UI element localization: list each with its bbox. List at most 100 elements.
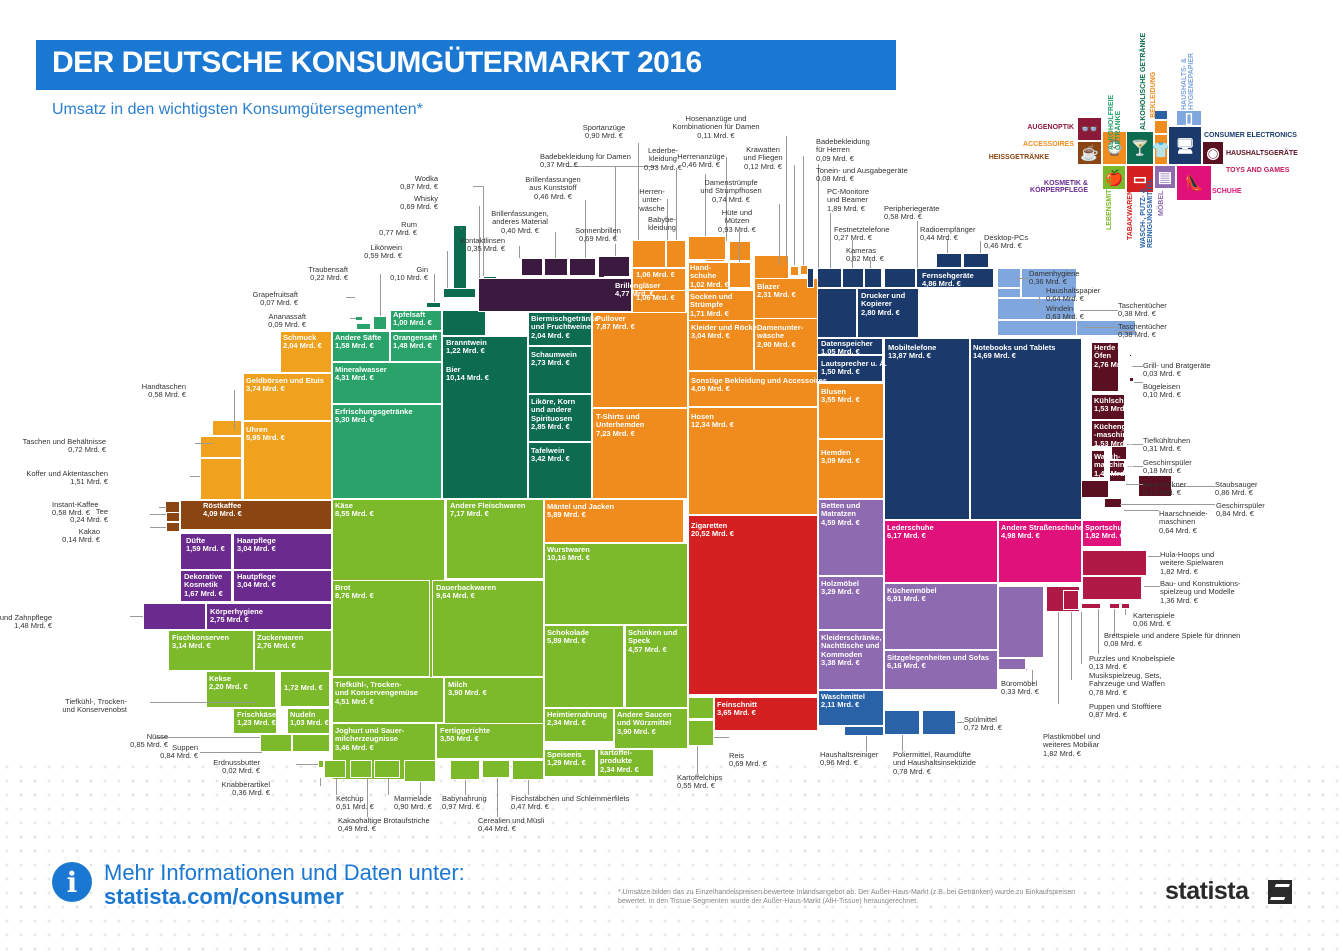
leader-line [567,166,657,167]
shirt-icon: 👕 [1152,134,1170,165]
treemap-tile-tiefkühl-trocken-und-konservenobst [544,625,624,708]
leader-line [852,240,853,268]
treemap-tile-musikspielzeug-sets-fahrzeuge-und-waffen [1082,550,1147,576]
treemap-tile-tafelwein [528,442,592,499]
treemap-tile-apfelsaft [390,310,442,331]
legend-label: HEISSGETRÄNKE [988,154,1049,161]
legend-label-vertical: LEBENSMITTEL [1106,176,1113,230]
treemap-tile-suppen [206,671,276,708]
treemap-tile-datenspeicher [916,268,994,288]
tile-label: Körperhygiene 2,75 Mrd. € [210,607,263,625]
treemap-tile-nudeln [168,630,254,671]
tile-label: Blazer 2,31 Mrd. € [757,282,796,300]
treemap-tile-hautpflege [233,570,332,602]
treemap-tile-dekorative-kosmetik [180,570,232,602]
leader-line [1026,669,1027,670]
treemap-tile-sitzgelegenheiten-und-sofas [1063,590,1079,610]
tile-label: Andere Fleischwaren 7,17 Mrd. € [450,501,526,519]
treemap-tile-mineralwasser [332,362,442,404]
tile-label: Haarpflege 3,04 Mrd. € [237,536,276,554]
callout-label: Festnetztelefone 0,27 Mrd. € [834,225,890,243]
treemap-tile-geschirrspüler [1129,354,1132,357]
tile-label: Pullover 7,87 Mrd. € [596,314,635,332]
tile-label: Kekse 2,20 Mrd. € [209,674,248,692]
callout-label: Herren- unter- wäsche [639,187,665,213]
tile-label: T-Shirts und Unterhemden 7,23 Mrd. € [596,412,645,438]
tile-label: Heimtiernahrung 2,34 Mrd. € [547,710,608,728]
info-line: Mehr Informationen und Daten unter: [104,860,465,885]
leader-line [380,274,381,316]
treemap-tile-badebekleidung-für-damen [604,276,632,278]
legend-label: CONSUMER ELECTRONICS [1204,132,1297,139]
treemap-tile-traubensaft [373,316,387,330]
callout-label: Haushaltspapier 0,64 Mrd. € [1046,286,1101,304]
watch-icon: ⌚ [1102,131,1127,165]
treemap-tile-kontaktlinsen [521,258,543,276]
treemap-tile-kühlschränke [997,320,1084,336]
leader-line [980,241,981,253]
leader-line [1120,504,1215,505]
tile-label: Zuckerwaren 2,76 Mrd. € [257,633,304,651]
treemap-tile-mobiltelefone [857,288,919,338]
treemap-tile-kleiderschränke-nachttische-und-kommoden [998,658,1026,670]
callout-label: Fischstäbchen und Schlemmerfilets 0,47 M… [511,794,630,812]
leader-line [156,737,260,738]
legend-label: SCHUHE [1212,188,1242,195]
shoe-icon: 👠 [1176,165,1212,201]
callout-label: Handtaschen 0,58 Mrd. € [141,382,186,400]
legend-label-vertical: ALKOHOLISCHE GETRÄNKE [1140,32,1147,130]
treemap-tile-küchengeräte-maschinen [1076,320,1136,336]
legend-label: AUGENOPTIK [1027,124,1074,131]
treemap-tile-peripheriegeräte [842,268,864,288]
treemap-tile-hüte-und-mützen [729,262,751,288]
treemap-tile-kekse [432,580,544,677]
treemap-tile-hemden [446,499,544,579]
treemap-tile-biermischgetränke-und-fruchtweine [528,312,592,346]
treemap-tile-pc-monitore-und-beamer [688,407,818,515]
callout-label: Bau- und Konstruktions- spielzeug und Mo… [1160,579,1241,605]
treemap-tile-tonein-und-ausgabegeräte [592,408,688,499]
tile-label: Schmuck 2,04 Mrd. € [283,333,322,351]
tile-label: Düfte 1,59 Mrd. € [186,536,225,554]
tile-label: Fernsehgeräte 4,86 Mrd. € [922,271,974,289]
leader-line [320,778,321,786]
leader-line [479,206,480,278]
tile-label: Andere Straßenschuhe 4,98 Mrd. € [1001,523,1084,541]
leader-line [296,764,318,765]
callout-label: Desktop-PCs 0,46 Mrd. € [984,233,1029,251]
callout-label: Taschentücher 0,38 Mrd. € [1118,301,1167,319]
legend-label-vertical: MÖBEL [1158,190,1165,216]
leader-line [957,722,964,723]
callout-label: Peripheriegeräte 0,58 Mrd. € [884,204,940,222]
tile-label: Nudeln 1,03 Mrd. € [290,710,329,728]
leader-line [585,200,586,258]
treemap-tile-herde-und-öfen [997,288,1021,298]
treemap-tile-haushaltsreiniger [884,583,998,650]
tile-label: Kleider und Röcke 3,04 Mrd. € [691,323,757,341]
leader-line [1039,308,1040,309]
treemap-tile-schinken-und-speck [884,710,920,735]
callout-label: Nüsse 0,85 Mrd. € [130,732,168,750]
treemap-tile-betten-und-matratzen [1104,498,1122,508]
treemap-tile-festnetztelefone [807,268,814,288]
callout-label: Sportanzüge 0,90 Mrd. € [582,123,626,141]
treemap-tile-erdnussbutter [280,671,330,707]
leader-line [130,616,143,617]
callout-label: Geschirrspüler 0,18 Mrd. € [1143,458,1192,476]
treemap-tile-staubsauger [1091,420,1125,447]
treemap-tile [512,760,544,780]
treemap-tile-haarpflege [233,533,332,570]
treemap-tile-joghurt-und-sauermilcherzeugnisse [292,734,330,752]
leader-line [461,228,462,229]
callout-label: Hosenanzüge und Kombinationen für Damen … [672,114,760,140]
info-link[interactable]: statista.com/consumer [104,884,344,909]
callout-label: Kontaktlinsen 0,35 Mrd. € [459,236,505,254]
tile-label: Biermischgetränke und Fruchtweine 2,04 M… [531,314,599,340]
leader-line [1125,609,1126,615]
callout-label: Kakaohaltige Brotaufstriche 0,49 Mrd. € [338,816,430,834]
treemap-tile-holzmöbel [998,586,1044,658]
leader-line [902,735,903,751]
tile-label: 1,06 Mrd. € [636,293,675,302]
treemap-tile-lederbekleidung [666,240,686,268]
leader-line [555,232,556,258]
